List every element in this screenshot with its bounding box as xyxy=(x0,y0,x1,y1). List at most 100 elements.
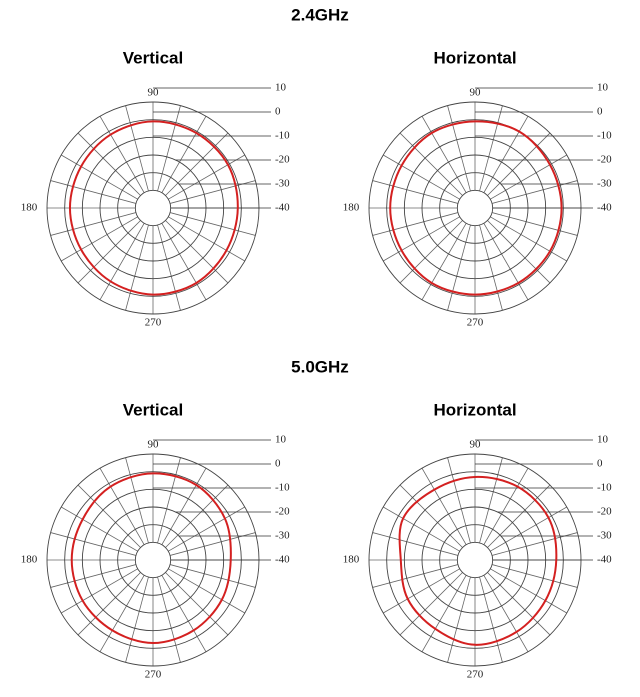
r-tick-label: 10 xyxy=(275,82,287,94)
spoke xyxy=(161,468,207,545)
angle-label: 180 xyxy=(343,202,360,214)
chart-title: Horizontal xyxy=(433,48,516,67)
section-heading: 5.0GHz xyxy=(291,357,349,376)
angle-label: 180 xyxy=(21,202,38,214)
r-tick-label: -30 xyxy=(275,530,290,542)
spoke xyxy=(487,132,551,196)
r-tick-label: 0 xyxy=(597,458,603,470)
grid-ring xyxy=(456,189,494,227)
r-tick-label: -40 xyxy=(597,202,612,214)
r-tick-label: 10 xyxy=(597,434,609,446)
angle-label: 180 xyxy=(21,554,38,566)
spoke xyxy=(487,220,551,284)
angle-label: 90 xyxy=(470,87,482,99)
spoke xyxy=(50,532,137,556)
spoke xyxy=(399,132,463,196)
spoke xyxy=(447,576,471,663)
spoke xyxy=(479,105,503,192)
spoke xyxy=(157,105,181,192)
r-tick-label: -20 xyxy=(597,154,612,166)
spoke xyxy=(399,484,463,548)
spoke xyxy=(169,564,256,588)
spoke xyxy=(383,568,460,614)
r-tick-label: -40 xyxy=(275,554,290,566)
spoke xyxy=(165,132,229,196)
spoke xyxy=(399,220,463,284)
r-tick-label: -20 xyxy=(597,506,612,518)
chart-title: Vertical xyxy=(123,48,184,67)
spoke xyxy=(490,216,567,262)
r-tick-label: -40 xyxy=(597,554,612,566)
spoke xyxy=(161,116,207,193)
spoke xyxy=(421,223,467,300)
spoke xyxy=(383,154,460,200)
spoke xyxy=(125,457,149,544)
spoke xyxy=(77,220,141,284)
angle-label: 90 xyxy=(148,439,160,451)
spoke xyxy=(61,506,138,552)
spoke xyxy=(99,468,145,545)
spoke xyxy=(161,223,207,300)
spoke xyxy=(61,216,138,262)
spoke xyxy=(447,457,471,544)
r-tick-label: -10 xyxy=(275,130,290,142)
spoke xyxy=(161,575,207,652)
spoke xyxy=(77,484,141,548)
r-tick-label: 0 xyxy=(275,106,281,118)
r-tick-label: -40 xyxy=(275,202,290,214)
spoke xyxy=(421,116,467,193)
section-heading: 2.4GHz xyxy=(291,5,349,24)
spoke xyxy=(50,180,137,204)
spoke xyxy=(383,216,460,262)
angle-label: 270 xyxy=(467,317,484,329)
chart-title: Horizontal xyxy=(433,400,516,419)
spoke xyxy=(165,220,229,284)
spoke xyxy=(372,180,459,204)
r-tick-label: 0 xyxy=(275,458,281,470)
spoke xyxy=(50,212,137,236)
spoke xyxy=(479,576,503,663)
spoke xyxy=(157,457,181,544)
angle-label: 270 xyxy=(467,669,484,681)
grid-ring xyxy=(456,541,494,579)
spoke xyxy=(99,223,145,300)
spoke xyxy=(483,575,529,652)
spoke xyxy=(125,576,149,663)
spoke xyxy=(372,212,459,236)
spoke xyxy=(487,572,551,636)
spoke xyxy=(479,457,503,544)
angle-label: 270 xyxy=(145,317,162,329)
chart-title: Vertical xyxy=(123,400,184,419)
spoke xyxy=(383,506,460,552)
spoke xyxy=(165,572,229,636)
spoke xyxy=(479,224,503,311)
pattern-line xyxy=(68,120,239,296)
spoke xyxy=(125,224,149,311)
r-tick-label: -10 xyxy=(275,482,290,494)
spoke xyxy=(168,506,245,552)
angle-label: 270 xyxy=(145,669,162,681)
spoke xyxy=(421,575,467,652)
r-tick-label: 10 xyxy=(275,434,287,446)
spoke xyxy=(168,568,245,614)
pattern-line xyxy=(389,120,563,296)
spoke xyxy=(483,116,529,193)
grid-ring xyxy=(134,541,172,579)
r-tick-label: -30 xyxy=(597,530,612,542)
spoke xyxy=(165,484,229,548)
spoke xyxy=(50,564,137,588)
spoke xyxy=(447,224,471,311)
r-tick-label: -30 xyxy=(275,178,290,190)
spoke xyxy=(491,564,578,588)
spoke xyxy=(491,212,578,236)
spoke xyxy=(77,132,141,196)
spoke xyxy=(490,506,567,552)
spoke xyxy=(483,468,529,545)
spoke xyxy=(99,116,145,193)
spoke xyxy=(77,572,141,636)
spoke xyxy=(157,224,181,311)
spoke xyxy=(169,212,256,236)
r-tick-label: -10 xyxy=(597,130,612,142)
spoke xyxy=(421,468,467,545)
angle-label: 180 xyxy=(343,554,360,566)
